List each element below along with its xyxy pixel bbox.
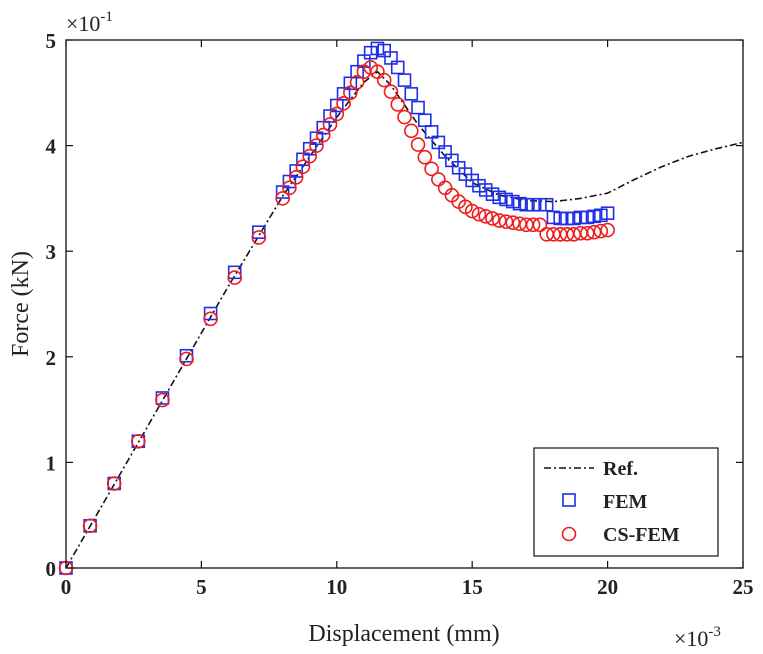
- series-ref-line: [65, 70, 744, 569]
- csfem-point: [586, 224, 602, 240]
- x-tick-label: 25: [733, 575, 754, 599]
- legend-csfem-marker: [561, 526, 577, 542]
- csfem-point: [349, 74, 365, 90]
- legend: Ref. FEM CS-FEM: [533, 447, 719, 557]
- csfem-point: [131, 433, 146, 449]
- y-tick-label: 1: [46, 451, 57, 475]
- csfem-point: [288, 169, 304, 185]
- csfem-point: [471, 206, 487, 222]
- y-tick-label: 0: [46, 557, 57, 581]
- csfem-point: [424, 161, 439, 177]
- csfem-point: [336, 96, 351, 111]
- csfem-point: [227, 270, 243, 285]
- csfem-point: [397, 109, 412, 125]
- csfem-point: [525, 217, 541, 233]
- csfem-point: [251, 230, 267, 245]
- fem-point: [404, 87, 419, 101]
- csfem-point: [203, 311, 218, 327]
- plot-content: [58, 41, 744, 576]
- csfem-point: [464, 203, 480, 219]
- fem-point: [203, 306, 218, 321]
- fem-point: [600, 206, 615, 220]
- y-axis-multiplier: ×10-1: [66, 9, 113, 36]
- legend-fem-label: FEM: [603, 491, 648, 513]
- csfem-point: [478, 209, 494, 224]
- csfem-point: [302, 148, 318, 164]
- csfem-point: [376, 72, 392, 88]
- csfem-point: [295, 159, 311, 175]
- csfem-point: [275, 191, 290, 206]
- x-tick-label: 10: [326, 575, 347, 599]
- y-tick-label: 2: [46, 346, 57, 370]
- y-tick-label: 5: [46, 29, 57, 53]
- axis-ticks: 0 5 10 15 20 25 0 1 2 3 4 5: [46, 29, 754, 599]
- x-axis-multiplier: ×10-3: [674, 624, 721, 651]
- csfem-point: [532, 217, 548, 233]
- y-axis-label: Force (kN): [8, 251, 34, 357]
- csfem-point: [282, 180, 297, 196]
- csfem-point: [343, 85, 358, 101]
- fem-point: [252, 225, 266, 239]
- csfem-point: [106, 476, 122, 491]
- csfem-point: [417, 149, 433, 165]
- x-tick-label: 15: [462, 575, 483, 599]
- csfem-point: [485, 211, 500, 226]
- csfem-point: [593, 223, 609, 239]
- y-tick-label: 3: [46, 240, 57, 264]
- csfem-point: [179, 351, 194, 367]
- x-tick-label: 20: [597, 575, 618, 599]
- fem-point: [397, 73, 412, 87]
- csfem-point: [491, 213, 507, 228]
- csfem-point: [498, 214, 514, 229]
- csfem-point: [579, 225, 595, 241]
- x-axis-label: Displacement (mm): [308, 621, 499, 647]
- csfem-point: [82, 518, 98, 534]
- csfem-point: [600, 222, 615, 238]
- csfem-point: [329, 106, 345, 122]
- csfem-point: [390, 97, 406, 112]
- csfem-point: [383, 84, 399, 100]
- csfem-point: [309, 138, 324, 153]
- fem-point: [227, 265, 242, 280]
- csfem-point: [315, 127, 331, 143]
- legend-ref-label: Ref.: [603, 458, 638, 480]
- legend-csfem-label: CS-FEM: [603, 524, 680, 546]
- plot-frame: [65, 39, 744, 569]
- legend-fem-marker: [562, 493, 576, 507]
- y-tick-label: 4: [46, 135, 57, 159]
- csfem-point: [410, 137, 426, 152]
- csfem-point: [505, 215, 521, 230]
- x-tick-label: 5: [196, 575, 207, 599]
- x-tick-label: 0: [61, 575, 72, 599]
- csfem-point: [155, 392, 170, 408]
- csfem-point: [322, 117, 338, 132]
- csfem-point: [403, 123, 419, 139]
